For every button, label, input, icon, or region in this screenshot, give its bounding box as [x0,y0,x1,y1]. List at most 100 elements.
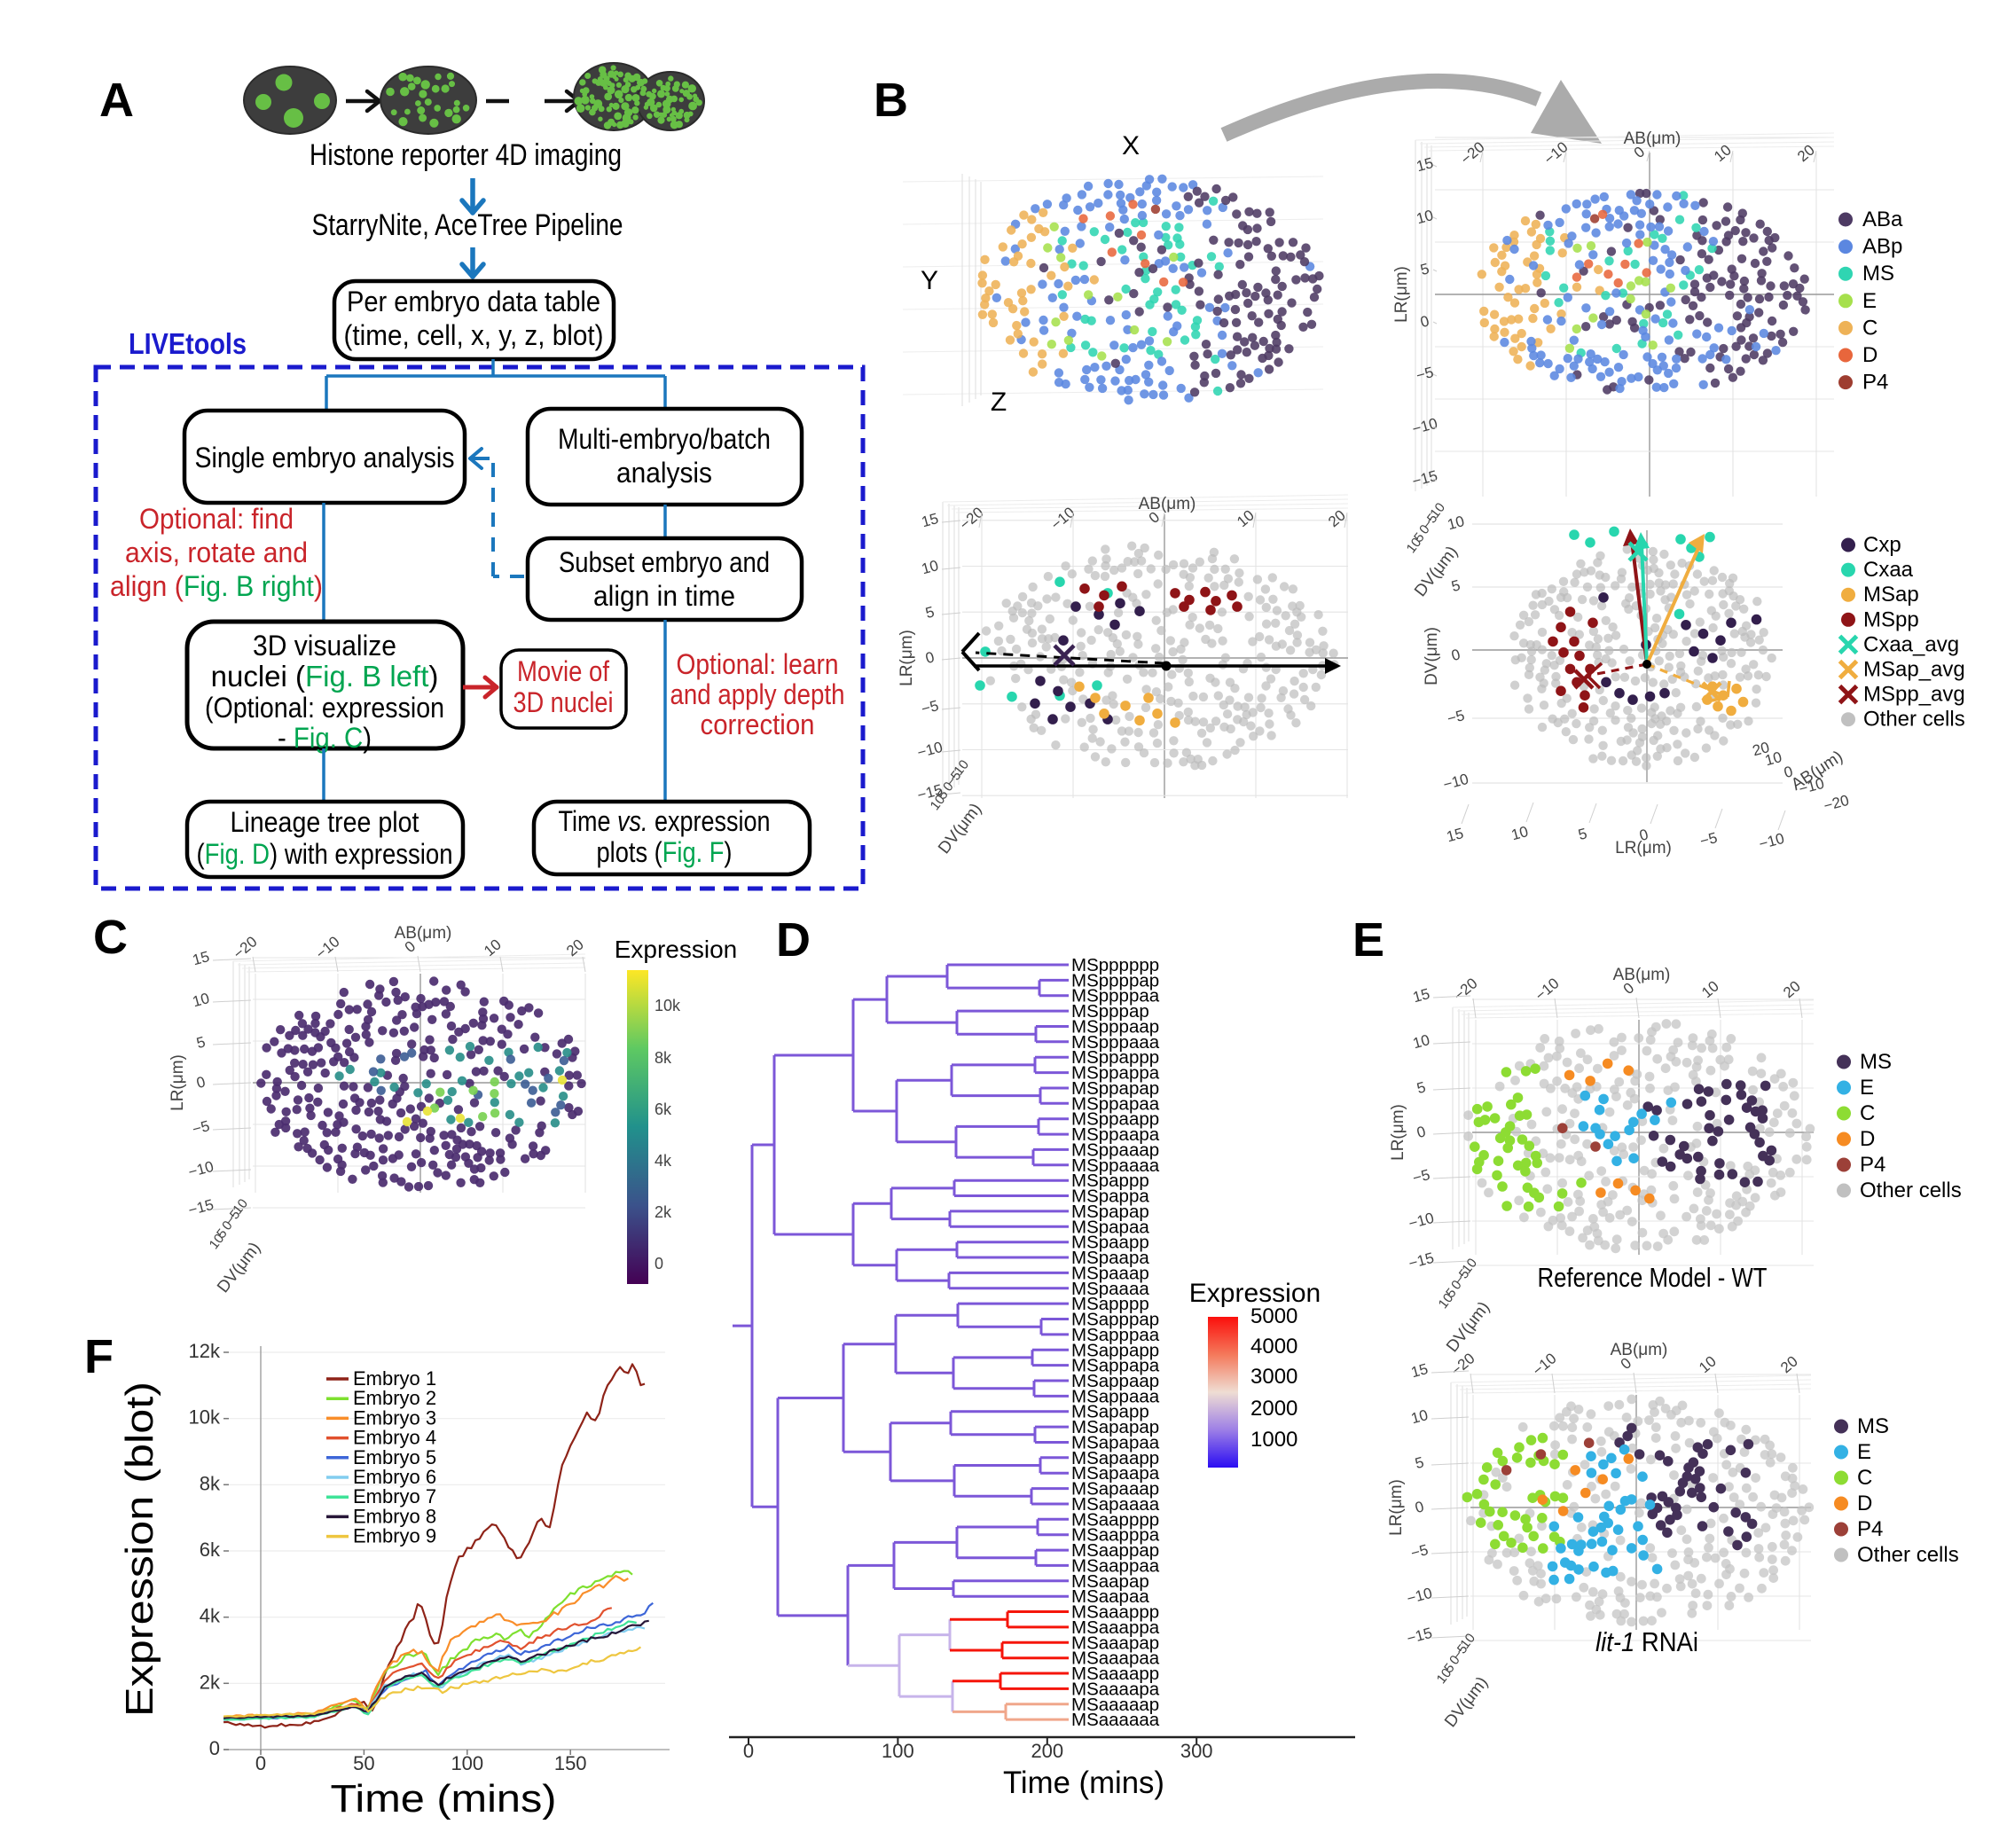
svg-text:20: 20 [1777,1352,1801,1376]
svg-text:P4: P4 [1860,1153,1885,1177]
svg-text:MSaaappa: MSaaappa [1071,1617,1160,1638]
svg-text:10: 10 [1434,1665,1455,1687]
svg-text:−10: −10 [1410,415,1439,438]
svg-text:MSpapaa: MSpapaa [1071,1217,1149,1237]
svg-text:−15: −15 [1410,467,1439,490]
svg-text:MSap: MSap [1863,583,1919,607]
svg-text:MSappaap: MSappaap [1071,1371,1159,1391]
svg-text:Optional: find: Optional: find [139,503,294,535]
svg-text:MSppaaaa: MSppaaaa [1071,1155,1160,1176]
svg-text:LR(μm): LR(μm) [1615,839,1672,857]
svg-text:10: 10 [191,990,211,1010]
svg-text:−10: −10 [186,1158,216,1181]
svg-text:B: B [874,74,908,127]
svg-text:MSpapap: MSpapap [1071,1202,1149,1222]
svg-text:−15: −15 [1407,1249,1436,1272]
svg-text:Embryo 1: Embryo 1 [353,1367,436,1390]
svg-text:MSpppppp: MSpppppp [1071,955,1159,975]
svg-text:MSppapap: MSppapap [1071,1078,1159,1099]
svg-text:Z: Z [991,388,1007,417]
svg-text:15: 15 [1415,154,1435,175]
svg-text:Embryo 6: Embryo 6 [353,1466,436,1488]
svg-text:Single embryo analysis: Single embryo analysis [195,442,455,474]
svg-text:0: 0 [924,648,937,667]
svg-text:0: 0 [255,1752,266,1774]
svg-text:F: F [84,1330,114,1383]
svg-text:(time, cell, x, y, z, blot): (time, cell, x, y, z, blot) [344,319,604,351]
svg-text:300: 300 [1180,1740,1213,1762]
svg-text:align in time: align in time [593,580,735,612]
svg-text:150: 150 [554,1752,587,1774]
svg-text:20: 20 [1325,506,1349,530]
svg-text:−5: −5 [191,1117,212,1138]
svg-text:20: 20 [1751,739,1771,759]
svg-text:10: 10 [1698,977,1722,1001]
svg-text:−10: −10 [1407,1210,1436,1233]
svg-text:Reference Model - WT: Reference Model - WT [1538,1262,1768,1293]
svg-text:0: 0 [195,1073,208,1092]
svg-text:0: 0 [1415,1123,1428,1141]
svg-text:Expression: Expression [1189,1279,1321,1308]
svg-text:MSpaaap: MSpaaap [1071,1263,1149,1283]
svg-text:4k: 4k [655,1152,672,1170]
svg-text:Embryo 2: Embryo 2 [353,1387,436,1409]
svg-text:6k: 6k [200,1539,221,1561]
svg-text:C: C [93,911,128,964]
svg-text:−5: −5 [920,697,941,717]
svg-text:10: 10 [1436,1290,1457,1312]
svg-text:AB(μm): AB(μm) [1139,495,1196,513]
svg-text:E: E [1862,289,1877,313]
svg-text:−10: −10 [1757,830,1786,853]
svg-text:MSaapppa: MSaapppa [1071,1525,1160,1546]
svg-text:Cxaa: Cxaa [1863,558,1914,582]
svg-text:MSppaapp: MSppaapp [1071,1109,1159,1130]
svg-text:−15: −15 [186,1196,216,1219]
svg-text:AB(μm): AB(μm) [1611,1341,1668,1359]
svg-text:StarryNite, AceTree Pipeline: StarryNite, AceTree Pipeline [312,208,623,242]
svg-text:C: C [1860,1101,1875,1125]
svg-text:5: 5 [1419,260,1431,278]
svg-text:10: 10 [1446,513,1466,533]
svg-text:MSapaapp: MSapaapp [1071,1448,1159,1468]
svg-text:Embryo 9: Embryo 9 [353,1525,436,1547]
svg-text:5: 5 [1450,576,1462,595]
svg-text:MSaaaaaa: MSaaaaaa [1071,1710,1160,1730]
svg-text:Other cells: Other cells [1863,708,1965,732]
svg-text:MSapapp: MSapapp [1071,1402,1149,1422]
svg-text:20: 20 [1780,977,1804,1001]
svg-text:DV(μm): DV(μm) [1423,627,1441,685]
svg-text:15: 15 [920,510,940,530]
svg-text:−5: −5 [1446,707,1467,727]
svg-text:analysis: analysis [616,457,712,489]
svg-text:D: D [1862,343,1877,367]
svg-text:A: A [99,74,134,127]
svg-text:Embryo 3: Embryo 3 [353,1406,436,1429]
svg-text:10: 10 [1404,535,1425,556]
svg-text:15: 15 [1445,825,1465,845]
svg-text:AB(μm): AB(μm) [395,924,452,943]
svg-text:MSppappa: MSppappa [1071,1063,1160,1084]
svg-text:Expression: Expression [615,936,738,963]
svg-text:- Fig. C): - Fig. C) [278,722,372,754]
svg-text:Expression (blot): Expression (blot) [118,1382,161,1717]
svg-text:10: 10 [1409,1406,1430,1427]
svg-text:3D visualize: 3D visualize [253,630,396,662]
svg-text:Cxaa_avg: Cxaa_avg [1863,632,1959,656]
svg-text:MSppppap: MSppppap [1071,970,1159,991]
svg-text:Movie of: Movie of [517,655,609,687]
svg-text:100: 100 [882,1740,914,1762]
svg-text:10: 10 [1711,141,1735,165]
svg-text:4000: 4000 [1250,1335,1297,1359]
svg-text:(Fig. D) with expression: (Fig. D) with expression [197,838,453,870]
svg-text:MSpppap: MSpppap [1071,1001,1149,1022]
svg-text:10: 10 [207,1231,228,1252]
svg-text:AB(μm): AB(μm) [1613,966,1671,984]
svg-text:MSappapa: MSappapa [1071,1356,1160,1376]
svg-text:MSpaapp: MSpaapp [1071,1233,1149,1253]
svg-text:Time (mins): Time (mins) [1003,1766,1164,1800]
svg-text:0: 0 [1450,646,1462,664]
svg-text:10: 10 [1234,506,1258,530]
svg-text:10: 10 [1411,1031,1431,1052]
svg-text:Subset embryo and: Subset embryo and [559,546,770,578]
svg-text:MSppaaap: MSppaaap [1071,1139,1159,1160]
